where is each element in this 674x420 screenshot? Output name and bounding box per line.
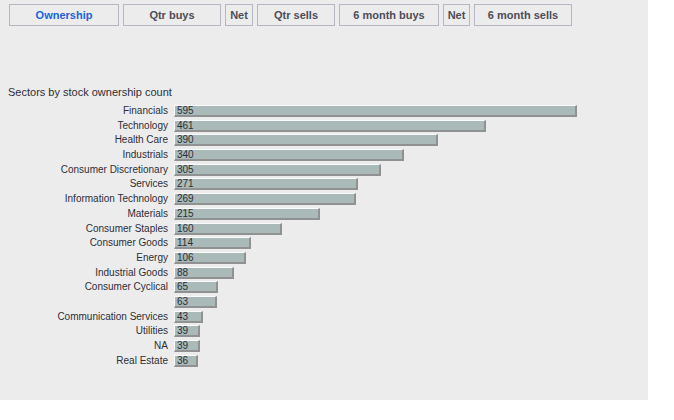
category-label: Communication Services <box>0 311 174 323</box>
value-label: 36 <box>177 355 188 367</box>
content-panel: OwnershipQtr buysNetQtr sells6 month buy… <box>0 0 648 400</box>
tab-qtr-buys[interactable]: Qtr buys <box>123 4 221 26</box>
bar-track: 215 <box>174 208 577 220</box>
chart-row: Financials595 <box>0 105 648 117</box>
bar-track: 269 <box>174 193 577 205</box>
bar-track: 65 <box>174 281 577 293</box>
chart-row: Services271 <box>0 178 648 190</box>
value-label: 160 <box>177 223 194 235</box>
category-label: Services <box>0 178 174 190</box>
value-label: 461 <box>177 120 194 132</box>
bar-track: 43 <box>174 311 577 323</box>
tab-bar: OwnershipQtr buysNetQtr sells6 month buy… <box>9 4 572 26</box>
value-label: 305 <box>177 164 194 176</box>
bar <box>174 208 320 220</box>
category-label: Health Care <box>0 134 174 146</box>
category-label: Materials <box>0 208 174 220</box>
bar <box>174 178 358 190</box>
bar-track: 340 <box>174 149 577 161</box>
tab-net[interactable]: Net <box>225 4 253 26</box>
bar-track: 271 <box>174 178 577 190</box>
tab-net[interactable]: Net <box>443 4 470 26</box>
chart-row: Communication Services43 <box>0 311 648 323</box>
bar-track: 39 <box>174 325 577 337</box>
value-label: 390 <box>177 134 194 146</box>
bar <box>174 105 577 117</box>
bar <box>174 164 381 176</box>
category-label: Industrials <box>0 149 174 161</box>
bar-track: 114 <box>174 237 577 249</box>
tab-6-month-buys[interactable]: 6 month buys <box>339 4 439 26</box>
tab-6-month-sells[interactable]: 6 month sells <box>474 4 572 26</box>
chart-row: Utilities39 <box>0 325 648 337</box>
chart-row: Consumer Staples160 <box>0 223 648 235</box>
category-label: Consumer Cyclical <box>0 281 174 293</box>
bar-track: 106 <box>174 252 577 264</box>
value-label: 88 <box>177 267 188 279</box>
chart-row: Materials215 <box>0 208 648 220</box>
value-label: 215 <box>177 208 194 220</box>
value-label: 43 <box>177 311 188 323</box>
value-label: 271 <box>177 178 194 190</box>
bar-track: 88 <box>174 267 577 279</box>
category-label: Industrial Goods <box>0 267 174 279</box>
bar <box>174 193 356 205</box>
bar-track: 160 <box>174 223 577 235</box>
bar <box>174 149 404 161</box>
chart-row: Information Technology269 <box>0 193 648 205</box>
value-label: 63 <box>177 296 188 308</box>
chart-title: Sectors by stock ownership count <box>8 86 172 98</box>
bar-track: 39 <box>174 340 577 352</box>
value-label: 65 <box>177 281 188 293</box>
value-label: 39 <box>177 340 188 352</box>
value-label: 595 <box>177 105 194 117</box>
chart-row: Industrials340 <box>0 149 648 161</box>
chart-row: Energy106 <box>0 252 648 264</box>
chart-row: Industrial Goods88 <box>0 267 648 279</box>
value-label: 114 <box>177 237 193 249</box>
bar-track: 390 <box>174 134 577 146</box>
tab-ownership[interactable]: Ownership <box>9 4 119 26</box>
bar-rows: Financials595Technology461Health Care390… <box>0 105 648 369</box>
category-label: Financials <box>0 105 174 117</box>
value-label: 340 <box>177 149 194 161</box>
chart-row: NA39 <box>0 340 648 352</box>
value-label: 269 <box>177 193 194 205</box>
category-label: Real Estate <box>0 355 174 367</box>
bar <box>174 134 438 146</box>
category-label: Information Technology <box>0 193 174 205</box>
chart-row: Consumer Goods114 <box>0 237 648 249</box>
bar-track: 461 <box>174 120 577 132</box>
category-label: Energy <box>0 252 174 264</box>
chart-row: Real Estate36 <box>0 355 648 367</box>
bar <box>174 120 486 132</box>
bar-track: 36 <box>174 355 577 367</box>
chart-row: Technology461 <box>0 120 648 132</box>
value-label: 39 <box>177 325 188 337</box>
chart-row: Consumer Discretionary305 <box>0 164 648 176</box>
chart-row: Health Care390 <box>0 134 648 146</box>
category-label: Consumer Goods <box>0 237 174 249</box>
category-label: Utilities <box>0 325 174 337</box>
category-label: Technology <box>0 120 174 132</box>
bar-track: 63 <box>174 296 577 308</box>
bar-track: 595 <box>174 105 577 117</box>
chart-row: Consumer Cyclical65 <box>0 281 648 293</box>
tab-qtr-sells[interactable]: Qtr sells <box>257 4 335 26</box>
bar-track: 305 <box>174 164 577 176</box>
category-label: Consumer Discretionary <box>0 164 174 176</box>
chart-row: 63 <box>0 296 648 308</box>
category-label: Consumer Staples <box>0 223 174 235</box>
value-label: 106 <box>177 252 194 264</box>
category-label: NA <box>0 340 174 352</box>
